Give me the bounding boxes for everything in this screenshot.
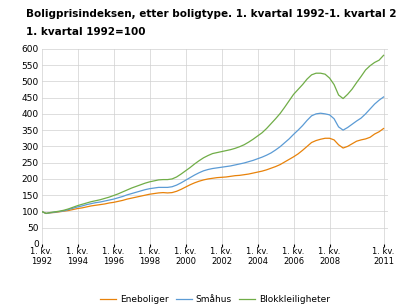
Eneboliger [183, 185, 188, 189]
Eneboliger [192, 181, 197, 185]
Småhus [381, 95, 386, 99]
Line: Blokkleiligheter: Blokkleiligheter [42, 55, 384, 213]
Småhus [192, 173, 197, 177]
Eneboliger [233, 174, 238, 178]
Eneboliger [156, 191, 161, 195]
Blokkleiligheter [156, 178, 161, 182]
Eneboliger [111, 200, 116, 204]
Blokkleiligheter [44, 212, 48, 215]
Line: Småhus: Småhus [42, 97, 384, 214]
Legend: Eneboliger, Småhus, Blokkleiligheter: Eneboliger, Småhus, Blokkleiligheter [96, 292, 333, 305]
Småhus [161, 185, 166, 189]
Småhus [183, 178, 188, 182]
Småhus [111, 197, 116, 201]
Text: 1. kvartal 1992=100: 1. kvartal 1992=100 [26, 27, 145, 38]
Eneboliger [381, 127, 386, 130]
Blokkleiligheter [233, 146, 238, 150]
Blokkleiligheter [111, 194, 116, 197]
Småhus [156, 185, 161, 189]
Eneboliger [39, 210, 44, 213]
Blokkleiligheter [161, 178, 166, 181]
Småhus [233, 163, 238, 167]
Eneboliger [44, 212, 48, 215]
Småhus [44, 212, 48, 215]
Blokkleiligheter [39, 210, 44, 213]
Eneboliger [161, 191, 166, 194]
Blokkleiligheter [192, 162, 197, 166]
Småhus [39, 210, 44, 213]
Blokkleiligheter [381, 53, 386, 57]
Blokkleiligheter [183, 169, 188, 173]
Text: Boligprisindeksen, etter boligtype. 1. kvartal 1992-1. kvartal 2011.: Boligprisindeksen, etter boligtype. 1. k… [26, 9, 396, 19]
Line: Eneboliger: Eneboliger [42, 128, 384, 214]
